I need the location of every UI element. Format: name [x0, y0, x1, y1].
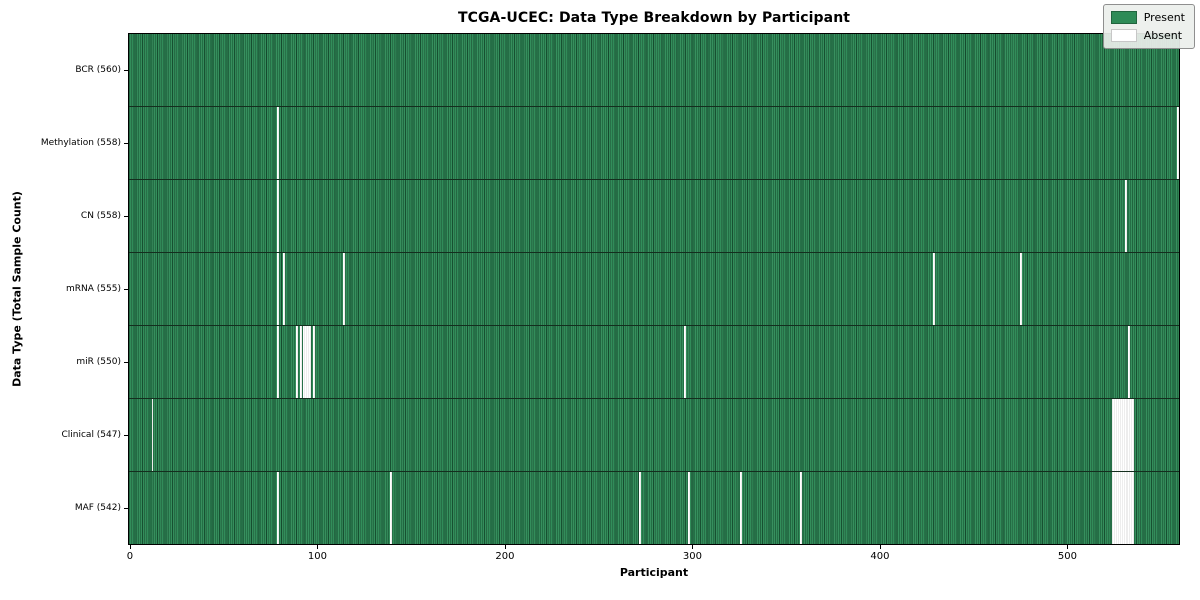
x-tick-label: 300: [682, 551, 702, 562]
absent-cell: [740, 472, 743, 544]
absent-cell: [305, 326, 308, 398]
y-tick-label: miR (550): [76, 356, 121, 367]
x-tick-mark: [1067, 545, 1069, 549]
y-tick-mark: [124, 507, 128, 509]
y-tick-mark: [124, 434, 128, 436]
plot-area: [128, 33, 1180, 545]
x-tick-label: 400: [870, 551, 890, 562]
x-tick-label: 500: [1057, 551, 1077, 562]
legend-absent-label: Absent: [1143, 29, 1183, 42]
y-tick-mark: [124, 70, 128, 72]
x-tick-mark: [879, 545, 881, 549]
heatmap-row-maf: [129, 472, 1179, 544]
absent-cell: [277, 180, 279, 252]
absent-cell: [1111, 399, 1114, 471]
absent-cell: [1117, 399, 1119, 471]
y-tick-label: mRNA (555): [66, 284, 121, 294]
heatmap-row-mir: [129, 326, 1179, 399]
absent-cell: [307, 326, 309, 398]
legend-item-absent: Absent: [1110, 29, 1185, 42]
absent-cell: [687, 472, 690, 544]
absent-swatch-icon: [1110, 29, 1137, 42]
x-tick-mark: [317, 545, 319, 549]
absent-cell: [303, 326, 306, 398]
absent-cell: [277, 107, 279, 179]
absent-cell: [295, 326, 298, 398]
absent-cell: [1119, 472, 1121, 544]
y-tick-mark: [124, 216, 128, 218]
absent-cell: [309, 326, 311, 398]
heatmap-row-cn: [129, 180, 1179, 253]
heatmap-row-mrna: [129, 253, 1179, 326]
absent-cell: [1122, 399, 1125, 471]
absent-cell: [1113, 399, 1116, 471]
x-tick-label: 200: [495, 551, 515, 562]
absent-cell: [684, 326, 686, 398]
x-tick-mark: [692, 545, 694, 549]
absent-cell: [1132, 399, 1134, 471]
absent-cell: [1128, 472, 1131, 544]
y-tick-mark: [124, 289, 128, 290]
absent-cell: [1124, 180, 1127, 252]
absent-cell: [639, 472, 641, 544]
absent-cell: [1130, 472, 1133, 544]
heatmap-row-bcr: [129, 34, 1179, 107]
absent-cell: [299, 326, 302, 398]
absent-cell: [389, 472, 392, 544]
absent-cell: [1117, 472, 1119, 544]
absent-cell: [1126, 472, 1129, 544]
y-tick-label: CN (558): [80, 211, 121, 222]
absent-cell: [1126, 399, 1129, 471]
y-tick-label: BCR (560): [75, 65, 121, 76]
absent-cell: [1113, 472, 1116, 544]
absent-cell: [277, 326, 279, 398]
absent-cell: [1120, 399, 1123, 471]
x-tick-label: 0: [126, 551, 134, 562]
y-tick-label: Methylation (558): [40, 138, 121, 149]
absent-cell: [277, 472, 279, 544]
absent-cell: [1128, 399, 1131, 471]
chart-title: TCGA-UCEC: Data Type Breakdown by Partic…: [457, 10, 851, 26]
legend-item-present: Present: [1110, 11, 1185, 24]
y-tick-mark: [124, 361, 128, 363]
absent-cell: [1120, 472, 1123, 544]
legend: Present Absent: [1102, 4, 1195, 49]
x-tick-mark: [129, 545, 131, 549]
absent-cell: [151, 399, 154, 471]
x-tick-label: 100: [307, 551, 327, 562]
absent-cell: [1128, 326, 1131, 398]
absent-cell: [1019, 253, 1022, 325]
absent-cell: [342, 253, 345, 325]
absent-cell: [1115, 472, 1118, 544]
heatmap-row-methylation: [129, 107, 1179, 180]
x-tick-mark: [504, 545, 506, 549]
legend-present-label: Present: [1143, 11, 1185, 24]
absent-cell: [1122, 472, 1125, 544]
absent-cell: [282, 253, 285, 325]
absent-cell: [312, 326, 315, 398]
absent-cell: [933, 253, 936, 325]
absent-cell: [277, 253, 279, 325]
absent-cell: [1132, 472, 1134, 544]
absent-cell: [1111, 472, 1114, 544]
y-tick-label: Clinical (547): [61, 429, 121, 440]
y-tick-label: MAF (542): [74, 502, 121, 513]
x-axis-label: Participant: [619, 566, 689, 579]
present-swatch-icon: [1110, 11, 1137, 24]
heatmap-row-clinical: [129, 399, 1179, 472]
absent-cell: [1115, 399, 1118, 471]
absent-cell: [1124, 472, 1127, 544]
absent-cell: [1124, 399, 1127, 471]
absent-cell: [1177, 107, 1179, 179]
absent-cell: [1130, 399, 1133, 471]
y-tick-mark: [124, 143, 128, 145]
absent-cell: [1119, 399, 1121, 471]
absent-cell: [800, 472, 803, 544]
